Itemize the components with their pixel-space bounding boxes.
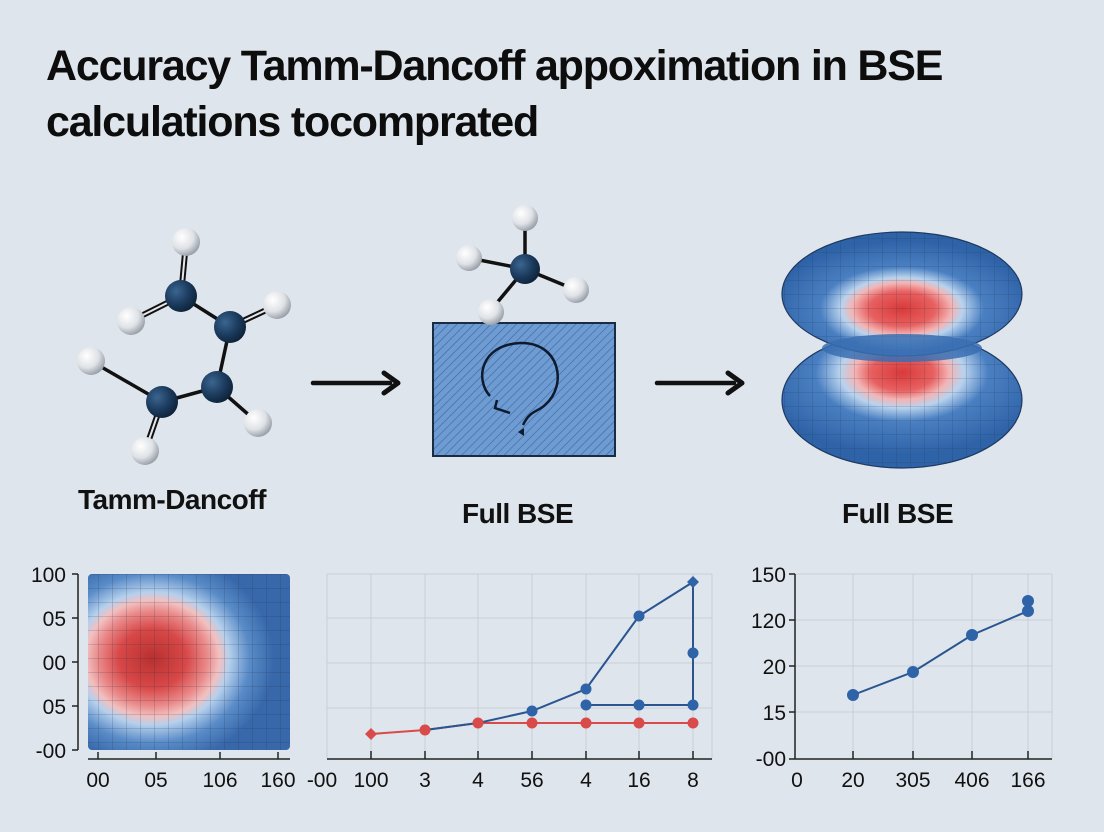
chart3-ytick: 150 — [751, 564, 786, 587]
title-line-1: Accuracy Tamm-Dancoff appoximation in BS… — [46, 42, 943, 90]
chart2-xtick: 100 — [353, 769, 388, 792]
chart2-grid — [326, 573, 713, 758]
chart3-xtick: 20 — [841, 769, 864, 792]
chart2-xtick: 3 — [419, 769, 431, 792]
figure-title: Accuracy Tamm-Dancoff appoximation in BS… — [46, 38, 1086, 150]
chart3-xtick: 0 — [791, 769, 803, 792]
chart2-xtick: 56 — [520, 769, 543, 792]
panel-label-full-bse-2: Full BSE — [842, 498, 954, 529]
chart3-xtick: 305 — [895, 769, 930, 792]
chart3-ytick: -00 — [756, 748, 786, 771]
heatmap-ytick: 05 — [43, 696, 66, 719]
chart2-xtick: 4 — [580, 769, 592, 792]
heatmap-ytick: 05 — [43, 608, 66, 631]
chart3-ytick: 20 — [763, 656, 786, 679]
chart2-xtick: 4 — [472, 769, 484, 792]
line-chart-comparison: -00 100 3 4 56 4 16 8 — [307, 573, 713, 792]
chart3-xtick: 406 — [954, 769, 989, 792]
arrow-right-icon — [654, 370, 745, 396]
heatmap-xtick: 106 — [202, 769, 237, 792]
arrow-right-icon — [310, 370, 401, 396]
panel-label-full-bse-1: Full BSE — [462, 498, 574, 529]
chart2-xtick: 8 — [687, 769, 699, 792]
line-chart-scaling: 150 120 20 15 -00 0 20 305 406 166 — [751, 564, 1053, 792]
red-series-markers — [365, 717, 699, 740]
chart3-ytick: 15 — [763, 702, 786, 725]
heatmap-y-ticks — [72, 573, 78, 751]
panel-label-tamm-dancoff: Tamm-Dancoff — [78, 484, 266, 515]
molecule-chain-icon — [77, 228, 291, 465]
chart2-xtick: 16 — [627, 769, 650, 792]
chart3-xtick: 166 — [1010, 769, 1045, 792]
heatmap-xtick: 160 — [260, 769, 295, 792]
heatmap-xtick: 05 — [144, 769, 167, 792]
chart3-ytick: 120 — [751, 610, 786, 633]
heatmap-ytick: -00 — [36, 740, 66, 763]
hatched-box-loop-icon — [432, 205, 616, 457]
title-line-2: calculations tocomprated — [46, 98, 539, 146]
blue-series-markers — [526, 576, 699, 717]
torus-density-surface-icon — [781, 231, 1023, 469]
heatmap-xtick: 00 — [86, 769, 109, 792]
heatmap-ytick: 00 — [43, 652, 66, 675]
heatmap-chart: 100 05 00 05 -00 00 05 106 160 — [31, 564, 296, 792]
chart3-markers — [847, 595, 1034, 701]
heatmap-ytick: 100 — [31, 564, 66, 587]
chart2-xtick: -00 — [307, 769, 337, 792]
